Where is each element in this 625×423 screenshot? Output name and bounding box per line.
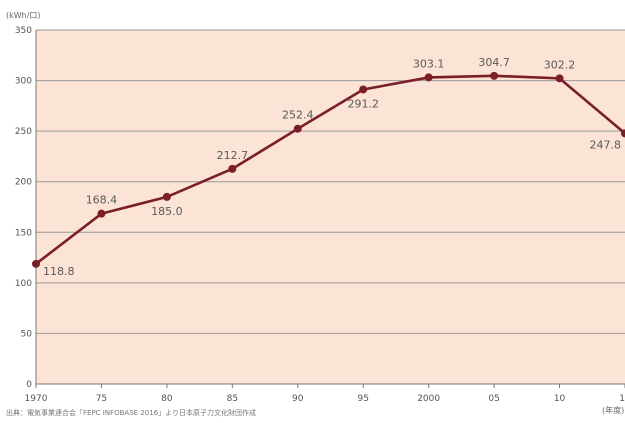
y-tick-label: 250 <box>15 127 32 137</box>
x-tick-label: 05 <box>488 394 499 404</box>
x-tick-label: 75 <box>96 394 107 404</box>
data-label: 212.7 <box>217 149 249 162</box>
x-tick-label: 10 <box>554 394 566 404</box>
x-axis: 1970 75 80 85 90 95 2000 05 10 15 <box>25 30 625 404</box>
data-point <box>32 259 40 268</box>
x-tick-label: 95 <box>357 394 368 404</box>
data-point <box>359 85 368 94</box>
y-tick-label: 350 <box>15 26 32 36</box>
y-axis: 0 50 100 150 200 250 300 350 <box>15 26 32 390</box>
y-unit-label: (kWh/口) <box>6 11 41 20</box>
x-tick-label: 80 <box>161 394 173 404</box>
y-tick-label: 0 <box>26 380 32 390</box>
y-tick-label: 300 <box>15 77 32 87</box>
plot-area <box>36 30 625 384</box>
data-label: 291.2 <box>347 97 379 110</box>
data-point <box>97 209 106 218</box>
data-labels: 118.8 168.4 185.0 212.7 252.4 291.2 303.1 304.7… <box>43 56 621 278</box>
x-tick-label: 2000 <box>417 394 440 404</box>
data-points <box>32 71 625 268</box>
y-tick-label: 50 <box>21 329 33 339</box>
x-tick-label: 1970 <box>25 394 48 404</box>
data-point <box>293 124 302 133</box>
data-label: 168.4 <box>86 194 118 207</box>
data-point <box>162 192 171 201</box>
data-point <box>621 129 625 138</box>
data-point <box>424 73 433 82</box>
x-tick-label: 15 <box>619 394 625 404</box>
x-tick-label: 85 <box>227 394 238 404</box>
series-line <box>35 74 625 265</box>
y-tick-label: 150 <box>15 228 32 238</box>
data-label: 118.8 <box>43 265 75 278</box>
source-note: 出典：電気事業連合会「FEPC INFOBASE 2016」より日本原子力文化財… <box>6 409 256 417</box>
x-tick-label: 90 <box>292 394 304 404</box>
data-label: 303.1 <box>413 57 445 70</box>
data-label: 247.8 <box>590 138 622 151</box>
data-label: 304.7 <box>478 56 510 69</box>
data-point <box>490 71 499 80</box>
data-label: 185.0 <box>151 205 183 218</box>
x-unit-label: (年度) <box>602 405 624 415</box>
y-tick-label: 200 <box>15 178 32 188</box>
data-point <box>228 164 237 173</box>
data-label: 252.4 <box>282 109 314 122</box>
data-point <box>555 74 564 83</box>
y-tick-label: 100 <box>15 279 32 289</box>
data-label: 302.2 <box>544 58 576 71</box>
